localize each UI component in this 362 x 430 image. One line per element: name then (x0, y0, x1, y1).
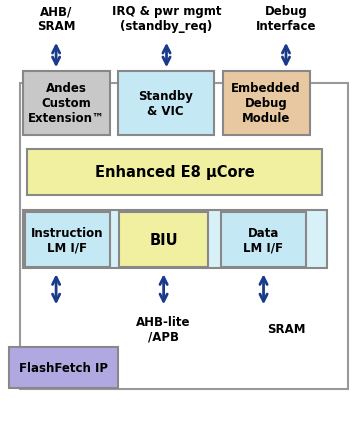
Text: SRAM: SRAM (267, 322, 305, 335)
Bar (27, 149, 322, 196)
Text: Enhanced E8 μCore: Enhanced E8 μCore (95, 165, 254, 180)
Bar (20, 84, 348, 389)
Text: Standby
& VIC: Standby & VIC (138, 90, 193, 117)
Text: Instruction
LM I/F: Instruction LM I/F (31, 226, 104, 254)
Text: Andes
Custom
Extension™: Andes Custom Extension™ (28, 82, 105, 125)
Text: AHB/
SRAM: AHB/ SRAM (37, 6, 75, 33)
Text: Debug
Interface: Debug Interface (256, 6, 316, 33)
Text: Embedded
Debug
Module: Embedded Debug Module (231, 82, 301, 125)
Bar (9, 347, 118, 388)
Text: BIU: BIU (150, 233, 178, 248)
Bar (119, 213, 208, 267)
Bar (118, 72, 214, 135)
Bar (23, 211, 327, 269)
Text: IRQ & pwr mgmt
(standby_req): IRQ & pwr mgmt (standby_req) (112, 6, 221, 33)
Text: AHB-lite
/APB: AHB-lite /APB (136, 315, 191, 343)
Bar (223, 72, 310, 135)
Bar (221, 213, 306, 267)
Text: FlashFetch IP: FlashFetch IP (19, 361, 108, 374)
Bar (23, 72, 110, 135)
Bar (25, 213, 110, 267)
Text: Data
LM I/F: Data LM I/F (243, 226, 283, 254)
